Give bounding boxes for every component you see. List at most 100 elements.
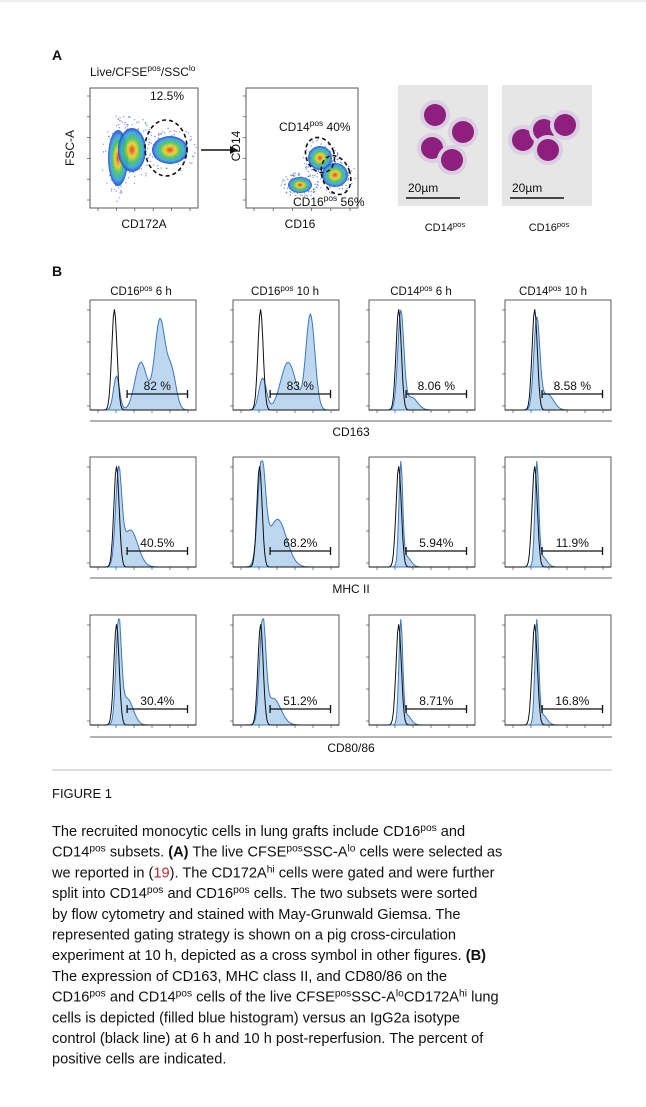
- event-dot: [120, 120, 122, 122]
- event-dot: [307, 191, 310, 193]
- text-run: ). The CD172A: [170, 865, 267, 881]
- event-dot: [330, 192, 332, 195]
- event-dot: [184, 160, 186, 162]
- text-run: pos: [420, 284, 433, 293]
- event-dot: [296, 192, 299, 194]
- event-dot: [350, 170, 353, 172]
- text-run: pos: [280, 284, 293, 293]
- cell-nucleus: [421, 137, 443, 159]
- percent-positive: 11.9%: [556, 536, 589, 550]
- caption-line: positive cells are indicated.: [52, 1052, 226, 1068]
- event-dot: [133, 119, 136, 121]
- caption-line: by flow cytometry and stained with May-G…: [52, 907, 461, 923]
- percent-positive: 40.5%: [140, 536, 174, 550]
- text-run: split into CD14: [52, 886, 147, 902]
- event-dot: [119, 192, 121, 194]
- event-dot: [320, 143, 322, 145]
- event-dot: [126, 125, 128, 128]
- event-dot: [340, 162, 343, 164]
- event-dot: [336, 152, 339, 154]
- text-run: we reported in (: [51, 865, 154, 881]
- isotype-histogram: [90, 309, 196, 411]
- event-dot: [145, 123, 147, 125]
- event-dot: [317, 184, 319, 186]
- event-dot: [163, 132, 166, 134]
- event-dot: [305, 168, 308, 170]
- text-run: The expression of CD163, MHC class II, a…: [52, 969, 447, 985]
- event-dot: [333, 146, 335, 149]
- histogram-frame: [368, 614, 476, 726]
- event-dot: [115, 115, 117, 118]
- event-dot: [113, 188, 116, 191]
- caption-line: we reported in (19). The CD172Ahi cells …: [51, 864, 495, 882]
- event-dot: [150, 142, 152, 144]
- event-dot: [285, 176, 287, 178]
- event-dot: [147, 157, 149, 159]
- event-dot: [120, 189, 122, 192]
- text-run: CD16: [529, 222, 557, 234]
- sample-histogram: [90, 317, 196, 411]
- event-dot: [310, 190, 313, 193]
- cell-nucleus: [441, 149, 463, 171]
- event-dot: [299, 194, 302, 196]
- caption-line: CD16pos and CD14pos cells of the live CF…: [52, 988, 499, 1006]
- event-dot: [292, 172, 295, 175]
- text-run: 10 h: [561, 286, 587, 298]
- event-dot: [153, 164, 155, 166]
- event-dot: [150, 134, 153, 136]
- event-dot: [289, 191, 291, 193]
- percent-positive: 51.2%: [283, 694, 317, 708]
- event-dot: [133, 175, 136, 178]
- event-dot: [316, 140, 318, 142]
- text-run: hi: [267, 864, 275, 875]
- event-dot: [298, 173, 301, 175]
- event-dot: [347, 179, 349, 181]
- percent-positive: 83 %: [287, 379, 315, 393]
- cell-nucleus: [452, 121, 474, 143]
- event-dot: [338, 188, 340, 190]
- event-dot: [328, 185, 331, 188]
- text-run: cells. The two subsets were sorted: [250, 886, 478, 902]
- event-dot: [165, 167, 167, 169]
- text-run: 19: [153, 865, 169, 881]
- histogram-frame: [232, 614, 340, 726]
- event-dot: [127, 116, 130, 118]
- text-run: lung: [467, 990, 499, 1006]
- event-dot: [306, 195, 309, 197]
- text-run: pos: [89, 843, 105, 854]
- event-dot: [167, 127, 169, 130]
- event-dot: [283, 179, 285, 182]
- gate-percent: 12.5%: [150, 89, 184, 103]
- event-dot: [149, 131, 151, 134]
- event-dot: [187, 132, 190, 134]
- caption-line: split into CD14pos and CD16pos cells. Th…: [52, 885, 477, 903]
- event-dot: [132, 171, 135, 173]
- gate-percent: CD14pos 40%: [279, 118, 351, 134]
- event-dot: [148, 138, 150, 141]
- text-run: pos: [176, 988, 192, 999]
- histogram-frame: [368, 456, 476, 568]
- text-run: cells is depicted (filled blue histogram…: [52, 1010, 460, 1026]
- histogram-frame: [89, 456, 197, 568]
- event-dot: [346, 188, 348, 190]
- event-dot: [118, 120, 121, 122]
- density: [322, 163, 348, 187]
- text-run: 6 h: [433, 286, 452, 298]
- text-run: The recruited monocytic cells in lung gr…: [52, 824, 420, 840]
- event-dot: [320, 187, 322, 189]
- event-dot: [320, 177, 322, 180]
- event-dot: [120, 185, 122, 188]
- event-dot: [307, 175, 310, 177]
- text-run: pos: [233, 885, 249, 896]
- column-header: CD16pos 6 h: [110, 284, 172, 299]
- isotype-histogram: [505, 624, 611, 726]
- marker-label: CD163: [332, 425, 370, 439]
- event-dot: [189, 162, 191, 164]
- text-run: 40%: [323, 120, 351, 134]
- percent-positive: 8.71%: [419, 694, 453, 708]
- event-dot: [194, 152, 196, 154]
- event-dot: [327, 144, 330, 146]
- text-run: pos: [310, 118, 324, 128]
- percent-positive: 8.06 %: [418, 379, 456, 393]
- event-dot: [286, 178, 289, 180]
